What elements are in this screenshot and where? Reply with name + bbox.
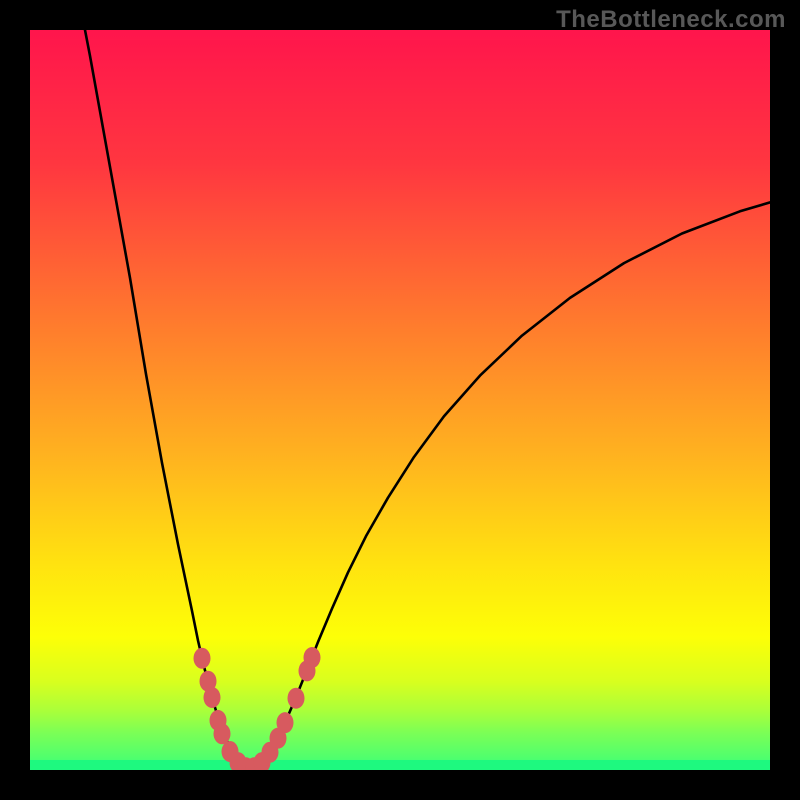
chart-container: TheBottleneck.com	[0, 0, 800, 800]
marker-layer	[30, 30, 770, 770]
curve-marker	[214, 723, 231, 744]
curve-marker	[304, 647, 321, 668]
curve-marker	[288, 688, 305, 709]
curve-marker	[204, 687, 221, 708]
curve-marker	[277, 712, 294, 733]
curve-marker	[194, 648, 211, 669]
watermark-label: TheBottleneck.com	[556, 6, 786, 34]
